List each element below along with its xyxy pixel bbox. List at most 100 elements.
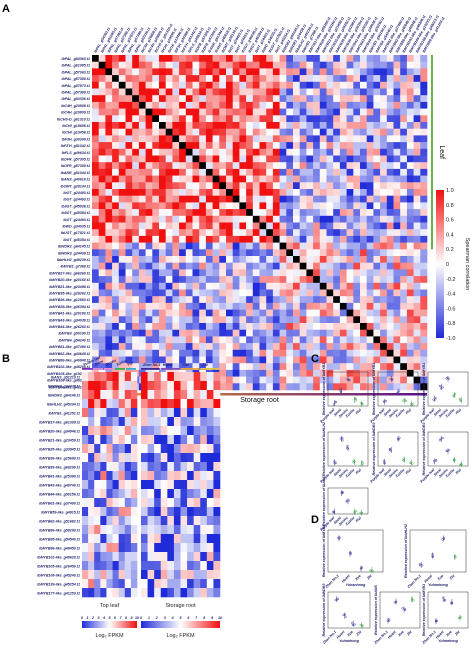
heatmap-a-cell xyxy=(313,148,321,156)
heatmap-b-cell xyxy=(106,453,113,463)
heatmap-a-cell xyxy=(373,262,381,270)
heatmap-a-cell xyxy=(226,343,233,351)
heatmap-a-cell xyxy=(373,302,381,310)
heatmap-a-cell xyxy=(360,195,367,203)
heatmap-a-cell xyxy=(393,115,401,123)
subplot-point xyxy=(458,398,462,401)
heatmap-b-cell xyxy=(187,480,194,490)
heatmap-b-cell xyxy=(118,498,126,508)
heatmap-a-cell xyxy=(159,128,166,136)
heatmap-a-cell xyxy=(192,115,200,123)
heatmap-a-cell xyxy=(353,108,361,116)
heatmap-a-cell xyxy=(219,189,227,196)
heatmap-a-cell xyxy=(400,363,408,371)
heatmap-a-cell xyxy=(306,369,314,377)
heatmap-a-cell xyxy=(232,168,240,176)
heatmap-b-cell xyxy=(130,579,138,589)
heatmap-a-cell xyxy=(413,269,421,277)
subplot-point xyxy=(431,555,434,559)
heatmap-b-cell xyxy=(82,372,89,382)
heatmap-a-cell xyxy=(346,55,354,62)
subplot-ylabel: Relative expression of IbMYB1 xyxy=(422,363,426,415)
heatmap-b-cell xyxy=(206,570,214,580)
heatmap-a-cell xyxy=(286,383,294,391)
subplot-point xyxy=(354,399,357,402)
heatmap-b-cell xyxy=(213,579,221,589)
heatmap-a-cell xyxy=(406,81,414,89)
subplot-category-label: Jinmi xyxy=(383,467,393,477)
heatmap-a-cell xyxy=(286,202,294,210)
heatmap-a-cell xyxy=(145,115,153,123)
heatmap-b-cell xyxy=(112,417,119,427)
heatmap-a-cell xyxy=(212,316,220,324)
heatmap-b-cell xyxy=(167,417,175,427)
heatmap-a-cell xyxy=(179,81,187,89)
heatmap-a-cell xyxy=(118,202,126,210)
heatmap-a-cell xyxy=(326,182,334,190)
heatmap-a-cell xyxy=(299,189,307,196)
heatmap-a-cell xyxy=(192,88,200,96)
heatmap-a-cell xyxy=(299,249,307,257)
heatmap-b-cell xyxy=(94,435,101,445)
colorbar-tick-label: -0.4 xyxy=(446,292,455,298)
heatmap-b-cell xyxy=(82,498,89,508)
heatmap-a-cell xyxy=(145,142,153,150)
heatmap-a-cell xyxy=(118,142,126,150)
heatmap-b-cell xyxy=(187,444,194,454)
subplot-point xyxy=(339,390,343,393)
heatmap-a-cell xyxy=(159,202,166,210)
heatmap-a-cell xyxy=(125,336,133,344)
heatmap-a-cell xyxy=(272,242,280,250)
heatmap-b-cell xyxy=(82,534,89,544)
subplot-ylabel: Relative expression of IbWDR3 xyxy=(322,584,326,637)
heatmap-a-cell xyxy=(252,209,260,217)
subplot-point xyxy=(345,500,348,503)
heatmap-a-cell xyxy=(266,155,274,163)
heatmap-b-cell xyxy=(141,462,148,472)
heatmap-a-cell xyxy=(145,316,153,324)
heatmap-a-cell xyxy=(286,61,294,69)
heatmap-a-cell xyxy=(339,175,347,183)
heatmap-b-cell xyxy=(94,453,101,463)
heatmap-a-cell xyxy=(205,249,213,257)
heatmap-a-cell xyxy=(326,249,334,257)
heatmap-a-cell xyxy=(413,101,421,109)
heatmap-a-cell xyxy=(279,343,287,351)
heatmap-b-cell xyxy=(118,588,126,598)
heatmap-b-cell xyxy=(160,372,168,382)
heatmap-b-cell xyxy=(88,444,95,454)
heatmap-b-cell xyxy=(160,507,168,517)
heatmap-a-cell xyxy=(138,168,146,176)
heatmap-b-cell xyxy=(167,444,175,454)
heatmap-a-cell xyxy=(205,189,213,196)
subplot-point xyxy=(401,607,404,610)
heatmap-a-cell xyxy=(313,189,321,196)
heatmap-a-cell xyxy=(346,209,354,217)
heatmap-a-cell xyxy=(118,175,126,183)
heatmap-a-cell xyxy=(112,148,120,156)
heatmap-a-cell xyxy=(172,108,180,116)
fpkm-tick-label: 10 xyxy=(135,616,139,620)
heatmap-a-cell xyxy=(125,155,133,163)
heatmap-a-cell xyxy=(145,222,153,230)
heatmap-a-cell xyxy=(353,122,361,129)
heatmap-b-cell xyxy=(213,570,221,580)
heatmap-a-cell xyxy=(152,75,160,83)
heatmap-a-cell xyxy=(319,88,327,96)
heatmap-a-cell xyxy=(132,162,140,170)
heatmap-a-cell xyxy=(132,155,140,163)
heatmap-a-cell xyxy=(313,329,321,337)
heatmap-a-cell xyxy=(105,122,113,129)
heatmap-a-cell xyxy=(246,269,254,277)
heatmap-a-cell xyxy=(165,122,173,129)
heatmap-a-cell xyxy=(272,88,280,96)
heatmap-a-cell xyxy=(373,95,381,103)
heatmap-a-cell xyxy=(373,356,381,364)
heatmap-a-cell xyxy=(172,195,180,203)
heatmap-a-cell xyxy=(246,135,254,143)
heatmap-a-row-label: IbWD_g34035.t1 xyxy=(62,225,90,229)
heatmap-b-cell xyxy=(187,579,194,589)
heatmap-a-cell xyxy=(286,142,294,150)
heatmap-a-cell xyxy=(138,336,146,344)
heatmap-a-row-label: IbMYB86-like_g40848.t1 xyxy=(49,359,90,363)
